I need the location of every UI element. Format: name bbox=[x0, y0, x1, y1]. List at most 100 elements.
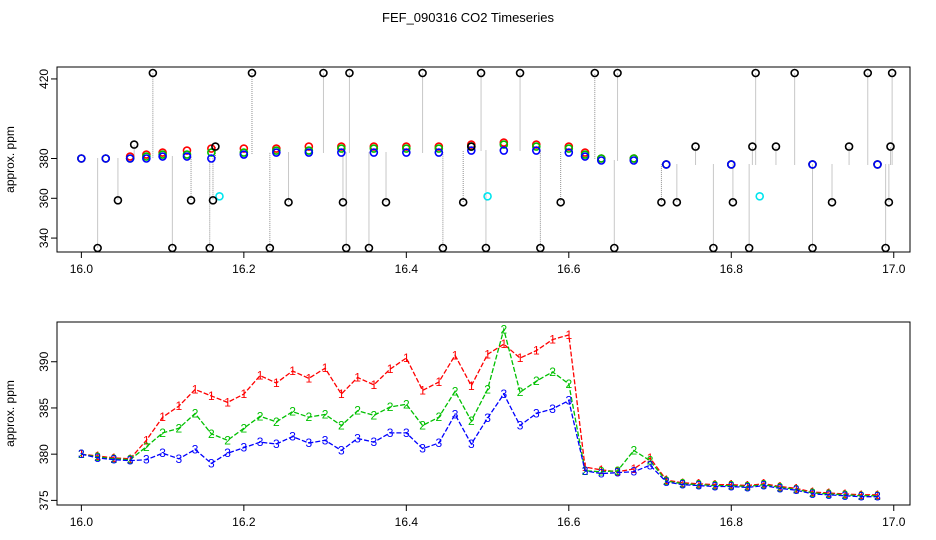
series-3-point bbox=[661, 160, 671, 169]
series-3-point bbox=[369, 148, 379, 157]
series-2-marker: 2 bbox=[305, 410, 312, 424]
series-2-point bbox=[207, 148, 216, 157]
series-calibration-point bbox=[755, 192, 765, 201]
series-1-marker: 1 bbox=[143, 433, 150, 447]
series-2-marker: 2 bbox=[695, 478, 702, 492]
panel-top: 16.0 16.2 16.4 16.6 16.8 17.0 340 360 380 420 appr… bbox=[3, 66, 911, 276]
series-3-marker: 3 bbox=[517, 419, 524, 433]
series-3-point bbox=[580, 152, 590, 161]
series-1-marker: 1 bbox=[403, 351, 410, 365]
reference-point bbox=[458, 197, 468, 207]
series-2-marker: 2 bbox=[111, 452, 118, 466]
reference-point bbox=[129, 140, 139, 149]
series-2-marker: 2 bbox=[614, 464, 621, 478]
series-3-point bbox=[77, 154, 86, 163]
series-2-marker: 2 bbox=[517, 385, 524, 399]
series-3-point bbox=[434, 148, 444, 157]
reference-point bbox=[728, 197, 738, 207]
series-3-marker: 3 bbox=[825, 488, 832, 502]
series-2-marker: 2 bbox=[630, 443, 637, 457]
series-2-marker: 2 bbox=[452, 384, 459, 398]
series-3-marker: 3 bbox=[354, 431, 361, 445]
reference-point bbox=[691, 142, 700, 151]
series-3-point bbox=[125, 154, 135, 163]
series-2-marker: 2 bbox=[338, 419, 345, 433]
series-3-point bbox=[304, 148, 314, 157]
series-2-point bbox=[402, 144, 411, 153]
series-1-marker: 1 bbox=[695, 477, 702, 491]
reference-point bbox=[418, 68, 427, 78]
series-1-marker: 1 bbox=[468, 379, 475, 393]
series-1-marker: 1 bbox=[354, 370, 361, 384]
y-axis-label: approx. ppm bbox=[3, 380, 17, 447]
series-3-marker: 3 bbox=[192, 443, 199, 457]
series-2-marker: 2 bbox=[322, 407, 329, 421]
series-3-marker: 3 bbox=[322, 433, 329, 447]
series-3-marker: 3 bbox=[582, 464, 589, 478]
x-tick-label: 16.6 bbox=[557, 262, 581, 276]
series-3-point bbox=[808, 160, 817, 169]
reference-point bbox=[341, 243, 351, 253]
series-3-marker: 3 bbox=[468, 437, 475, 451]
series-2-marker: 2 bbox=[858, 489, 865, 503]
series-1-marker: 1 bbox=[94, 449, 101, 463]
x-tick-label: 16.6 bbox=[557, 515, 581, 529]
x-tick-label: 16.2 bbox=[232, 262, 256, 276]
reference-point bbox=[613, 68, 622, 78]
x-tick-label: 16.2 bbox=[232, 515, 256, 529]
series-1-marker: 1 bbox=[663, 473, 670, 487]
series-2-marker: 2 bbox=[484, 382, 491, 396]
reference-point bbox=[844, 142, 854, 151]
series-2-marker: 2 bbox=[370, 408, 377, 422]
reference-point bbox=[808, 243, 817, 253]
series-3-marker: 3 bbox=[533, 407, 540, 421]
reference-point bbox=[438, 243, 448, 253]
series-2-marker: 2 bbox=[712, 479, 719, 493]
series-2-marker: 2 bbox=[679, 477, 686, 491]
series-3-point bbox=[142, 154, 151, 163]
series-1-line bbox=[81, 334, 878, 496]
reference-point bbox=[338, 197, 348, 207]
y-tick-label: 375 bbox=[37, 490, 51, 510]
series-3-marker: 3 bbox=[305, 436, 312, 450]
series-3-marker: 3 bbox=[403, 426, 410, 440]
series-3-marker: 3 bbox=[842, 489, 849, 503]
series-3-marker: 3 bbox=[630, 465, 637, 479]
series-2-point bbox=[532, 142, 541, 151]
series-2-marker: 2 bbox=[241, 421, 248, 435]
series-3-point bbox=[596, 156, 606, 165]
series-3-marker: 3 bbox=[695, 479, 702, 493]
reference-point bbox=[881, 243, 890, 253]
series-3-point bbox=[101, 154, 111, 163]
series-2-marker: 2 bbox=[257, 409, 264, 423]
series-3-marker: 3 bbox=[484, 411, 491, 425]
series-3-marker: 3 bbox=[549, 402, 556, 416]
series-1-marker: 1 bbox=[728, 478, 735, 492]
series-calibration-point bbox=[483, 192, 492, 201]
series-1-marker: 1 bbox=[289, 364, 296, 378]
series-1-marker: 1 bbox=[565, 328, 572, 342]
series-2-marker: 2 bbox=[598, 465, 605, 479]
series-2-marker: 2 bbox=[224, 433, 231, 447]
series-3-point bbox=[629, 156, 639, 165]
series-2-marker: 2 bbox=[435, 410, 442, 424]
reference-point bbox=[345, 68, 354, 78]
series-1-marker: 1 bbox=[842, 487, 849, 501]
series-3-marker: 3 bbox=[712, 480, 719, 494]
series-3-marker: 3 bbox=[777, 481, 784, 495]
series-1-marker: 1 bbox=[793, 481, 800, 495]
reference-point bbox=[657, 197, 666, 207]
plot-frame bbox=[56, 66, 911, 253]
series-2-marker: 2 bbox=[289, 405, 296, 419]
series-1-marker: 1 bbox=[582, 460, 589, 474]
x-tick-label: 16.8 bbox=[720, 262, 744, 276]
x-tick-label: 16.0 bbox=[70, 262, 94, 276]
series-3-marker: 3 bbox=[663, 475, 670, 489]
series-2-point bbox=[564, 144, 574, 153]
series-1-marker: 1 bbox=[712, 478, 719, 492]
reference-point bbox=[515, 68, 525, 78]
series-1-marker: 1 bbox=[370, 378, 377, 392]
series-3-marker: 3 bbox=[647, 458, 654, 472]
series-1-marker: 1 bbox=[257, 369, 264, 383]
series-1-marker: 1 bbox=[549, 333, 556, 347]
